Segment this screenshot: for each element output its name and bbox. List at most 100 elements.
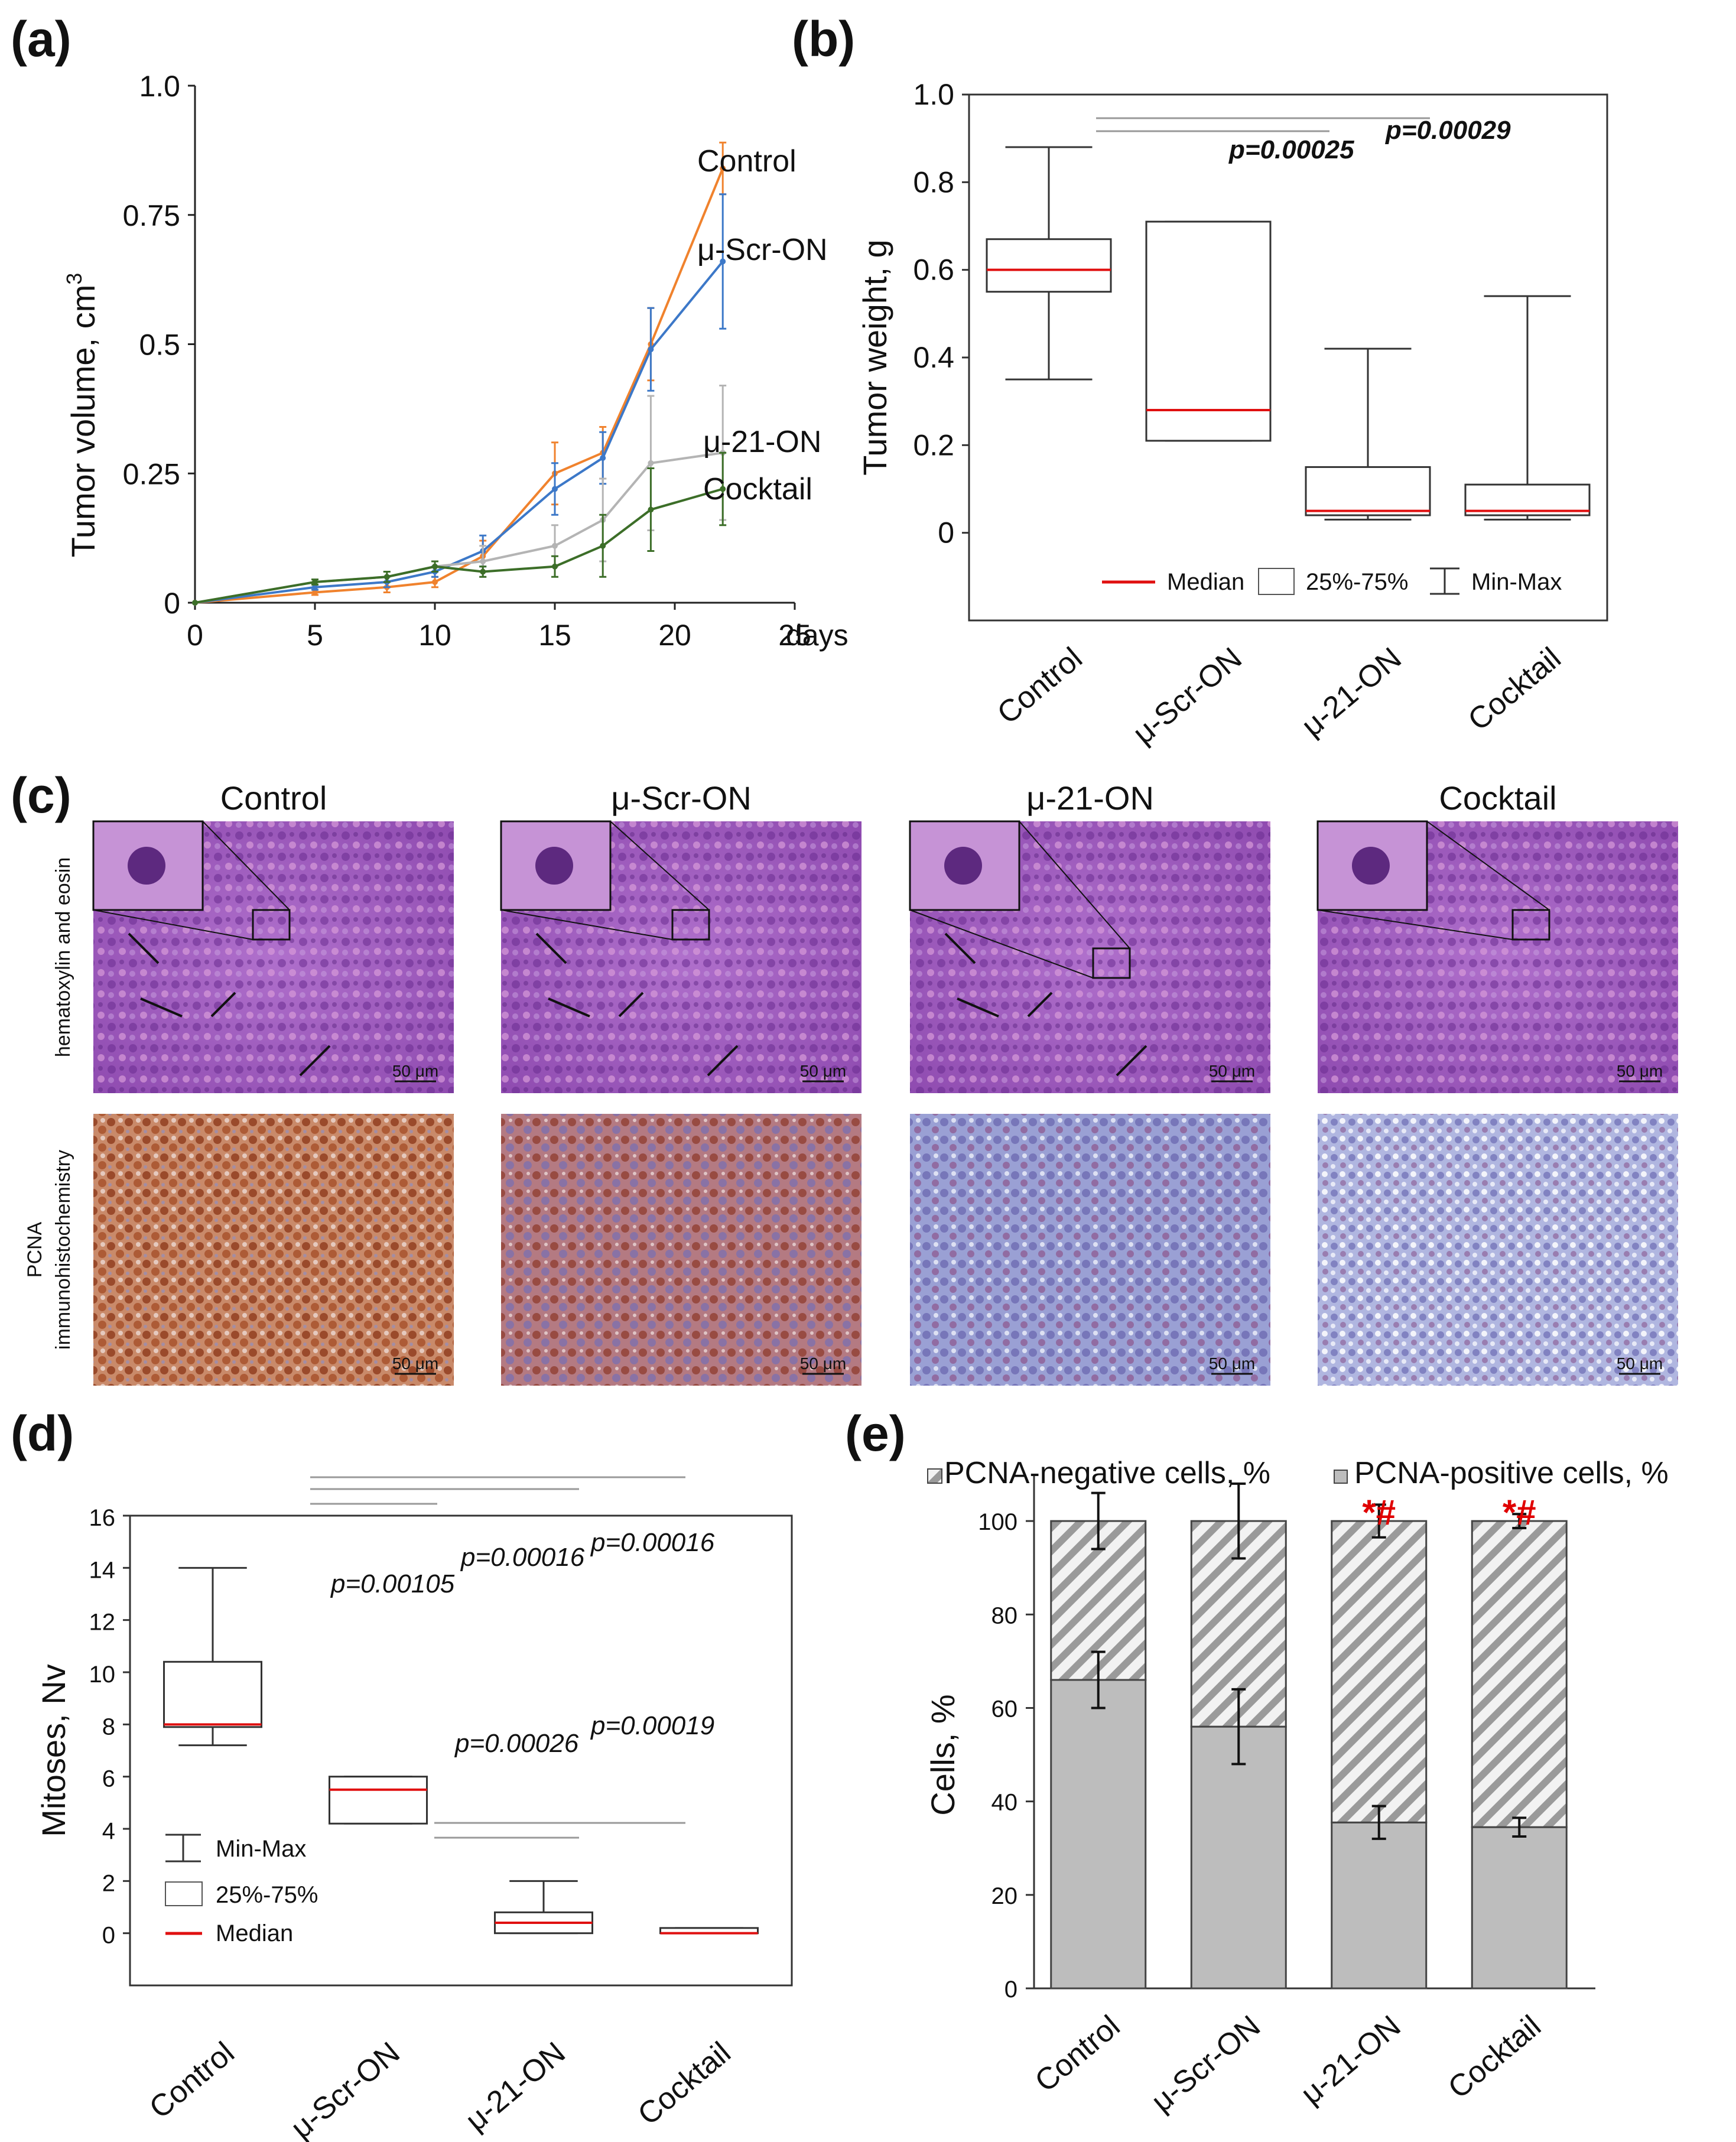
legend-positive: PCNA-positive cells, % — [1354, 1456, 1669, 1490]
mitosis-arrow — [957, 997, 999, 1018]
panel-label-b: (b) — [792, 11, 855, 67]
he-zoom-line — [1019, 821, 1130, 949]
legend-minmax: Min-Max — [216, 1836, 306, 1862]
y-tick-label: 0 — [1004, 1977, 1017, 2003]
he-zoom-line — [909, 909, 1094, 979]
y-tick-label: 6 — [102, 1766, 115, 1792]
mitosis-arrow — [944, 932, 976, 964]
series-label: μ-21-ON — [703, 425, 821, 459]
category-label: Cocktail — [632, 2036, 737, 2132]
bar-group-1 — [1190, 1482, 1287, 1990]
p-value: p=0.00026 — [454, 1729, 579, 1758]
x-tick-label: 0 — [187, 619, 203, 652]
iqr-box — [163, 1660, 262, 1728]
bar-positive — [1331, 1821, 1428, 1990]
category-label: Cocktail — [1442, 2009, 1548, 2105]
series-line-0 — [194, 168, 724, 604]
category-label: μ-21-ON — [459, 2036, 572, 2138]
series-label: Control — [697, 144, 797, 178]
mitosis-arrow — [618, 992, 644, 1018]
column-title: Control — [220, 779, 327, 817]
mitosis-arrow — [1116, 1045, 1147, 1077]
y-axis-label: Cells, % — [924, 1694, 961, 1815]
mitosis-arrow — [707, 1045, 739, 1077]
y-axis-label: Mitoses, Nv — [35, 1664, 72, 1837]
ihc-texture — [910, 1114, 1270, 1386]
ihc-image-2: 50 μm — [910, 1114, 1270, 1386]
category-label: Control — [143, 2036, 241, 2125]
y-tick-label: 0.25 — [123, 457, 180, 490]
scale-bar-label: 50 μm — [800, 1062, 846, 1080]
he-inset-nucleus — [944, 847, 982, 885]
he-image-0: 50 μm — [92, 820, 454, 1093]
plot-frame — [968, 93, 1608, 622]
y-tick-label: 0 — [938, 516, 954, 550]
y-axis-label: Tumor volume, cm3 — [62, 273, 102, 558]
y-tick-label: 14 — [89, 1557, 116, 1583]
bar-positive — [1050, 1679, 1147, 1990]
legend-iqr: 25%-75% — [1306, 569, 1408, 595]
ihc-texture — [93, 1114, 454, 1386]
ihc-image-3: 50 μm — [1318, 1114, 1678, 1386]
y-tick-label: 2 — [102, 1870, 115, 1896]
panel-label-e: (e) — [845, 1406, 906, 1461]
mitosis-arrow — [535, 932, 567, 964]
y-tick-label: 0 — [164, 587, 180, 620]
scale-bar-label: 50 μm — [1617, 1354, 1663, 1373]
legend-box-swatch — [165, 1881, 203, 1906]
ihc-texture — [1318, 1114, 1678, 1386]
mitosis-arrow — [299, 1045, 331, 1077]
x-tick-label: 25 — [778, 619, 811, 652]
legend-minmax: Min-Max — [1471, 569, 1562, 595]
chart-a: 0 5 10 15 20 25 days 0 0.25 0.5 0.75 1.0 Tumor volu… — [62, 70, 849, 652]
histology-panel: Control 50 μm 50 μm μ-Scr-ON 50 μm 50 μm μ-21-… — [24, 779, 1678, 1386]
y-tick-label: 20 — [991, 1883, 1018, 1909]
significance-mark: *# — [1362, 1493, 1396, 1532]
row-label-ihc-2: immunohistochemistry — [52, 1150, 74, 1350]
y-tick-label: 0.8 — [913, 165, 954, 199]
box-1 — [329, 1776, 428, 1825]
iqr-box — [986, 238, 1112, 293]
legend-box-swatch — [1258, 568, 1295, 595]
x-tick-label: 20 — [658, 619, 691, 652]
x-tick-label: 10 — [418, 619, 451, 652]
box-0 — [163, 1566, 262, 1747]
y-tick-label: 16 — [89, 1505, 116, 1531]
panel-label-a: (a) — [11, 11, 71, 67]
p-value: p=0.00019 — [590, 1711, 714, 1740]
box-1 — [1145, 220, 1272, 442]
y-tick-label: 4 — [102, 1818, 115, 1844]
series-line-1 — [194, 261, 724, 604]
y-tick-label: 100 — [978, 1509, 1017, 1535]
y-tick-label: 60 — [991, 1696, 1018, 1722]
p-value: p=0.00029 — [1385, 116, 1511, 145]
category-label: Cocktail — [1462, 641, 1568, 737]
y-tick-label: 0.5 — [139, 329, 180, 362]
legend-median: Median — [216, 1920, 293, 1946]
bar-group-3 — [1471, 1513, 1568, 1990]
he-zoom-line — [202, 821, 290, 911]
mitosis-arrow — [1027, 992, 1053, 1018]
scale-bar-label: 50 μm — [392, 1062, 438, 1080]
p-value: p=0.00025 — [1228, 135, 1354, 164]
mitosis-arrow — [548, 997, 590, 1018]
he-zoom-box — [1511, 909, 1550, 941]
he-image-3: 50 μm — [1316, 820, 1678, 1093]
y-axis-label-sup: 3 — [62, 273, 86, 285]
ihc-image-0: 50 μm — [93, 1114, 454, 1386]
iqr-box — [329, 1776, 428, 1825]
he-inset — [92, 820, 204, 911]
category-label: μ-Scr-ON — [1126, 641, 1248, 751]
he-inset-nucleus — [535, 847, 573, 885]
plot-frame — [129, 1514, 793, 1987]
category-label: Control — [1029, 2009, 1127, 2099]
scale-bar-label: 50 μm — [1617, 1062, 1663, 1080]
mitosis-arrow — [140, 997, 183, 1018]
category-label: μ-Scr-ON — [1145, 2009, 1267, 2119]
legend-negative-swatch — [927, 1468, 942, 1484]
y-tick-label: 12 — [89, 1610, 116, 1636]
legend-iqr: 25%-75% — [216, 1882, 318, 1908]
column-title: μ-21-ON — [1026, 779, 1154, 817]
he-image-1: 50 μm — [500, 820, 862, 1093]
